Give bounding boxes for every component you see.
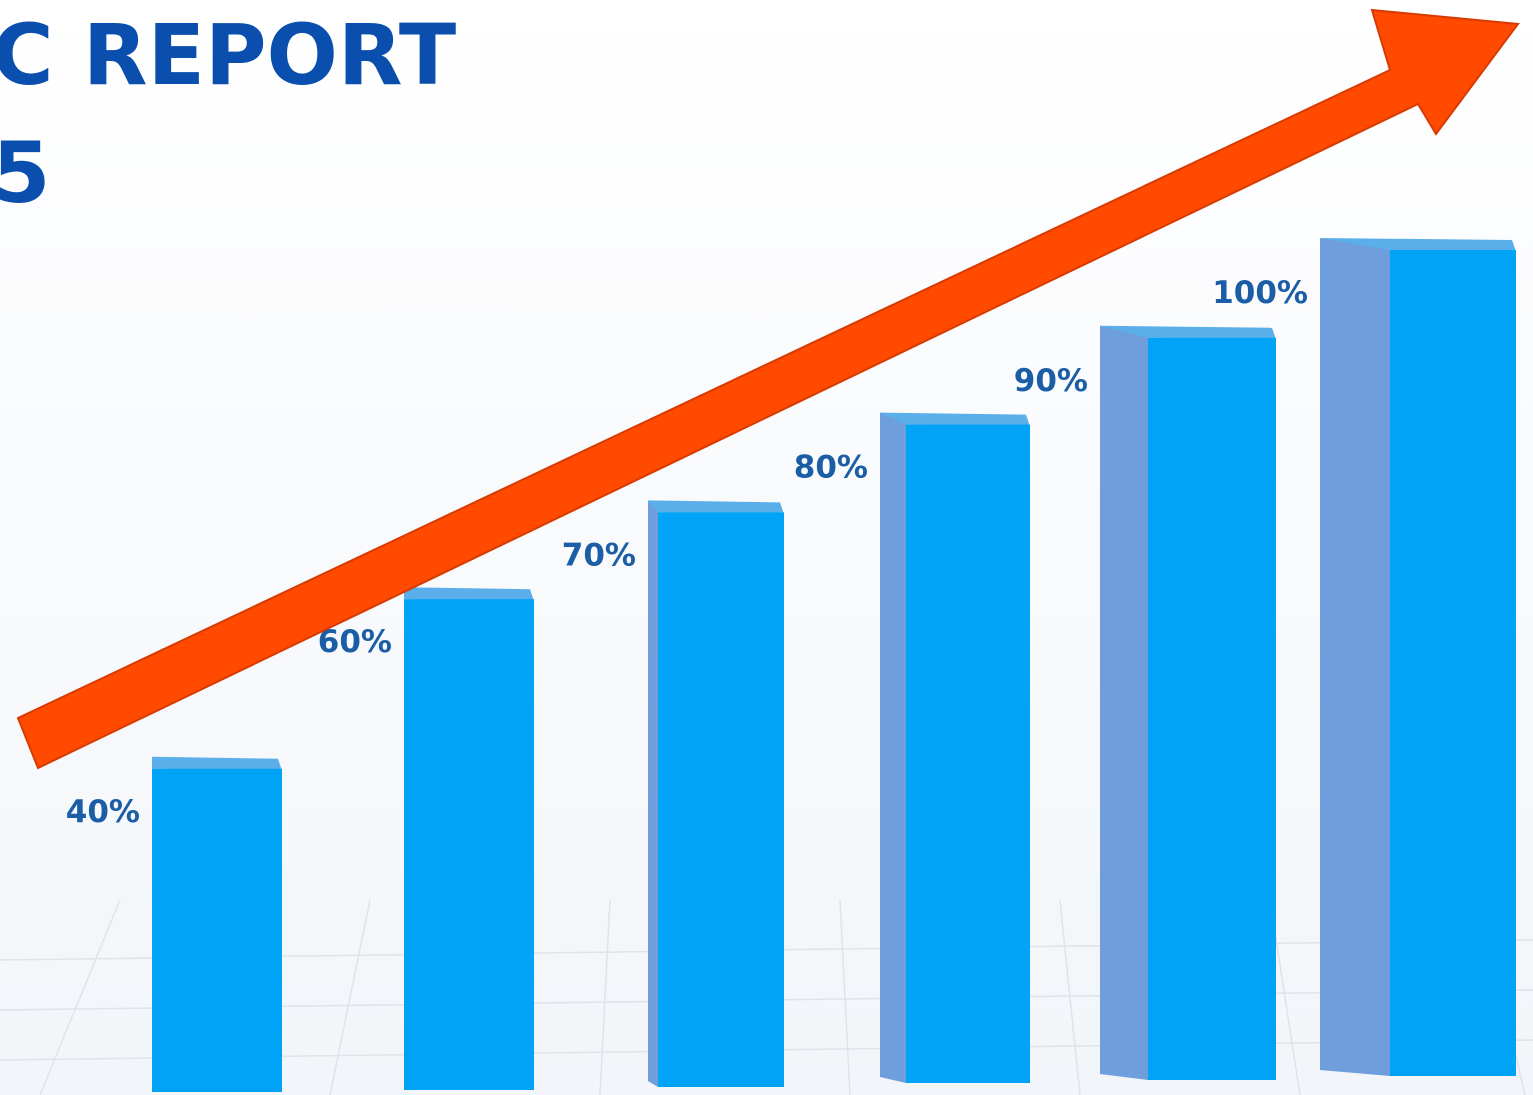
- bar: [648, 500, 784, 1087]
- bar: [880, 412, 1030, 1084]
- value-label: 90%: [1014, 363, 1088, 399]
- bar-side: [880, 412, 906, 1084]
- bar-front: [658, 512, 784, 1087]
- value-label: 70%: [562, 537, 636, 573]
- bar: [1100, 325, 1276, 1080]
- trend-arrow: [16, 8, 1520, 770]
- bar-front: [906, 424, 1030, 1084]
- bar-top: [152, 756, 282, 771]
- value-label: 100%: [1212, 275, 1308, 311]
- bar: [404, 587, 534, 1090]
- bar-front: [404, 599, 534, 1090]
- bar-front: [1390, 250, 1516, 1076]
- bar: [1320, 238, 1516, 1076]
- bar-side: [1100, 325, 1148, 1080]
- value-label: 40%: [66, 794, 140, 830]
- bar-top: [1320, 238, 1516, 252]
- bar-side: [1320, 238, 1390, 1076]
- title-line: 5: [0, 124, 50, 222]
- value-label: 60%: [318, 624, 392, 660]
- bar-top: [648, 500, 784, 515]
- bar-front: [152, 768, 282, 1092]
- bar-front: [1148, 337, 1276, 1080]
- bars: 40% 60% 70% 80% 90% 100%: [66, 238, 1516, 1092]
- bar-top: [1100, 325, 1276, 340]
- bar-side: [648, 500, 658, 1087]
- bar-top: [404, 587, 534, 602]
- title-line: C REPORT: [0, 6, 456, 104]
- value-label: 80%: [794, 450, 868, 486]
- bar: [152, 756, 282, 1092]
- bar-top: [880, 412, 1030, 427]
